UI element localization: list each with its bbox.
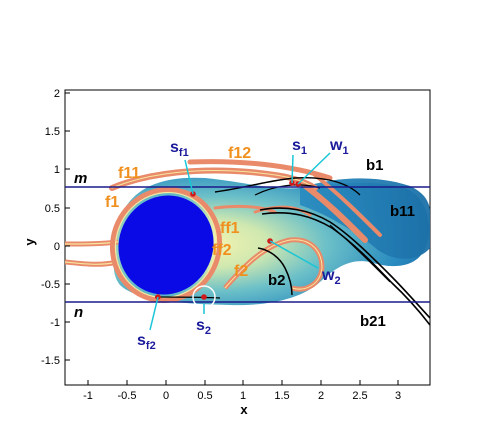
label-s1: s1 [292, 137, 307, 157]
label-s2: s2 [196, 317, 211, 337]
label-f11: f11 [118, 165, 140, 182]
y-tick-label: -1 [50, 317, 60, 329]
label-b1: b1 [366, 157, 384, 174]
lower-shear-layer [223, 237, 325, 292]
label-b21: b21 [360, 313, 386, 330]
label-b11: b11 [390, 203, 415, 220]
label-b2: b2 [268, 272, 286, 289]
label-f12: f12 [228, 145, 251, 162]
y-tick-label: 0.5 [45, 203, 60, 215]
line-m-label: m [74, 170, 87, 187]
x-tick-label: 3 [395, 390, 401, 402]
label-f1: f1 [105, 194, 119, 211]
callout-lines [149, 152, 331, 331]
x-tick-label: -1 [83, 390, 93, 402]
y-axis-label: y [22, 238, 37, 246]
cylinder-shear-ring [109, 187, 223, 303]
x-tick-label: 1.5 [274, 390, 289, 402]
line-n-label: n [74, 304, 83, 321]
x-tick-label: 0 [163, 390, 169, 402]
x-tick-label: 0.5 [197, 390, 212, 402]
point-s2 [201, 294, 207, 300]
x-tick-labels: -1 -0.5 0 0.5 1 1.5 2 2.5 3 [83, 390, 401, 402]
y-tick-label: -0.5 [41, 279, 60, 291]
y-tick-label: 0 [54, 241, 60, 253]
label-sf1: sf1 [170, 139, 189, 159]
x-axis-ticks [87, 380, 399, 385]
y-axis-ticks [65, 92, 70, 361]
x-tick-label: -0.5 [118, 390, 137, 402]
x-axis-label: x [240, 402, 248, 417]
label-w1: w1 [329, 137, 349, 157]
x-tick-label: 2.5 [352, 390, 367, 402]
y-tick-label: -1.5 [41, 355, 60, 367]
label-w2: w2 [321, 267, 341, 287]
y-tick-label: 2 [54, 88, 60, 100]
label-sf2: sf2 [137, 332, 156, 352]
cylinder-shear-ring-inner [114, 191, 218, 299]
y-tick-labels: 2 1.5 1 0.5 0 -0.5 -1 -1.5 [41, 88, 60, 367]
x-tick-label: 2 [318, 390, 324, 402]
label-ff1: ff1 [220, 220, 240, 237]
label-ff2: ff2 [212, 242, 232, 259]
y-tick-label: 1 [54, 164, 60, 176]
x-tick-label: 1 [240, 390, 246, 402]
cylinder [118, 195, 214, 295]
y-tick-label: 1.5 [45, 126, 60, 138]
label-f2: f2 [234, 263, 248, 280]
